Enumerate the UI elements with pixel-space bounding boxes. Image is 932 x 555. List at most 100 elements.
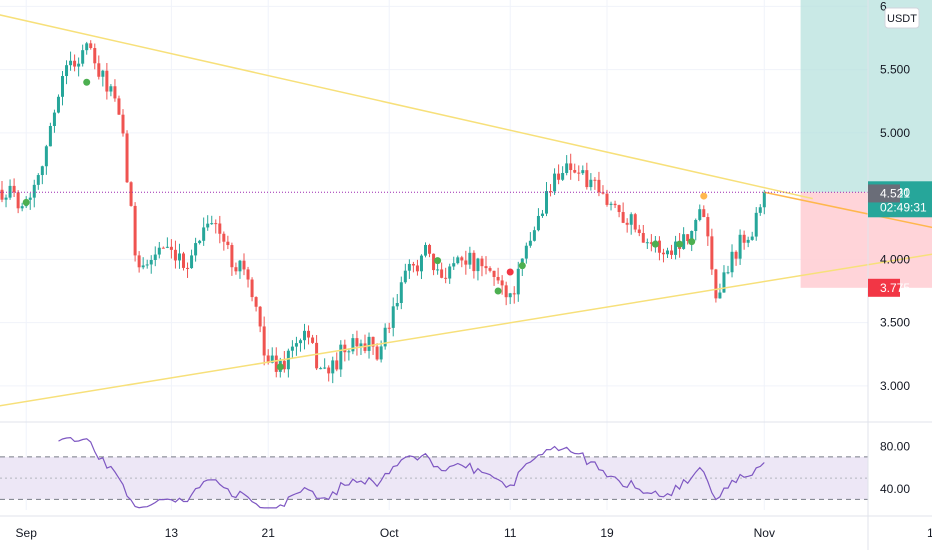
candle-body[interactable]: [407, 263, 411, 271]
candle-body[interactable]: [710, 236, 714, 270]
candle-body[interactable]: [182, 253, 185, 268]
candle-body[interactable]: [218, 223, 222, 234]
candle-body[interactable]: [327, 367, 331, 374]
candle-body[interactable]: [4, 197, 8, 200]
candle-body[interactable]: [617, 205, 621, 213]
candle-body[interactable]: [343, 344, 347, 353]
trendline-2[interactable]: [0, 244, 932, 407]
candle-body[interactable]: [105, 70, 109, 92]
candle-body[interactable]: [230, 245, 234, 268]
candle-body[interactable]: [202, 227, 206, 241]
candle-body[interactable]: [750, 236, 754, 240]
candle-body[interactable]: [190, 255, 194, 269]
candle-body[interactable]: [311, 337, 315, 343]
candle-body[interactable]: [16, 192, 20, 209]
candle-body[interactable]: [625, 222, 629, 225]
trendline-1[interactable]: [0, 13, 813, 200]
target-zone[interactable]: [800, 0, 932, 193]
candle-body[interactable]: [428, 244, 432, 254]
candle-body[interactable]: [666, 250, 669, 255]
candle-body[interactable]: [746, 239, 750, 243]
candle-body[interactable]: [210, 223, 214, 225]
candle-body[interactable]: [569, 163, 573, 171]
candle-body[interactable]: [173, 249, 177, 261]
candle-body[interactable]: [61, 76, 64, 97]
candle-body[interactable]: [601, 192, 605, 194]
candle-body[interactable]: [597, 179, 601, 193]
candle-body[interactable]: [56, 96, 60, 113]
candle-body[interactable]: [339, 344, 343, 370]
candle-body[interactable]: [375, 346, 379, 360]
candle-body[interactable]: [222, 233, 226, 242]
candle-body[interactable]: [298, 340, 302, 344]
candle-body[interactable]: [198, 240, 202, 244]
candle-body[interactable]: [633, 214, 637, 230]
candle-body[interactable]: [157, 247, 161, 255]
candle-body[interactable]: [540, 213, 544, 216]
candle-body[interactable]: [686, 234, 690, 242]
candle-body[interactable]: [504, 285, 508, 298]
candle-body[interactable]: [32, 184, 36, 198]
candle-body[interactable]: [476, 258, 480, 272]
candle-body[interactable]: [593, 179, 597, 181]
candle-body[interactable]: [294, 343, 298, 347]
candle-body[interactable]: [690, 230, 694, 242]
candle-body[interactable]: [28, 197, 32, 200]
candle-body[interactable]: [488, 268, 492, 271]
candle-body[interactable]: [557, 173, 561, 180]
candle-body[interactable]: [432, 253, 436, 271]
candle-body[interactable]: [282, 360, 286, 370]
candle-body[interactable]: [585, 170, 589, 188]
candle-body[interactable]: [549, 191, 553, 193]
candle-body[interactable]: [303, 330, 306, 341]
candle-body[interactable]: [238, 260, 242, 272]
candle-body[interactable]: [452, 263, 456, 267]
candle-body[interactable]: [758, 207, 762, 213]
candle-body[interactable]: [226, 241, 230, 246]
candle-body[interactable]: [532, 230, 536, 241]
candle-body[interactable]: [621, 212, 625, 223]
candle-body[interactable]: [250, 279, 254, 298]
candle-body[interactable]: [355, 338, 359, 347]
candle-body[interactable]: [186, 267, 190, 269]
candle-body[interactable]: [649, 242, 653, 244]
candle-body[interactable]: [734, 251, 738, 259]
candle-body[interactable]: [206, 223, 210, 228]
candle-body[interactable]: [702, 209, 706, 218]
candle-body[interactable]: [242, 260, 246, 270]
candle-body[interactable]: [641, 232, 645, 243]
candle-body[interactable]: [492, 270, 496, 277]
candle-body[interactable]: [726, 272, 730, 274]
candle-body[interactable]: [536, 215, 540, 231]
candle-body[interactable]: [44, 146, 48, 167]
candle-body[interactable]: [730, 251, 734, 273]
candle-body[interactable]: [65, 65, 69, 77]
candle-body[interactable]: [36, 175, 40, 185]
candle-body[interactable]: [270, 355, 274, 363]
candle-body[interactable]: [722, 272, 726, 293]
candle-body[interactable]: [8, 185, 12, 198]
candle-body[interactable]: [52, 112, 56, 126]
candle-body[interactable]: [254, 297, 258, 307]
candle-body[interactable]: [85, 43, 89, 51]
candle-body[interactable]: [480, 258, 484, 267]
candle-body[interactable]: [573, 170, 577, 173]
candle-body[interactable]: [363, 343, 367, 351]
candle-body[interactable]: [456, 257, 460, 264]
candle-body[interactable]: [371, 336, 375, 347]
candle-body[interactable]: [436, 269, 440, 271]
candle-body[interactable]: [706, 217, 710, 237]
candle-body[interactable]: [262, 326, 266, 356]
candle-body[interactable]: [290, 346, 294, 351]
candle-body[interactable]: [307, 330, 311, 338]
candle-body[interactable]: [117, 98, 121, 115]
candle-body[interactable]: [121, 114, 125, 134]
candle-body[interactable]: [553, 173, 557, 192]
candle-body[interactable]: [500, 280, 504, 286]
candle-body[interactable]: [496, 276, 500, 281]
candle-body[interactable]: [424, 244, 427, 256]
candle-body[interactable]: [12, 185, 16, 193]
candle-body[interactable]: [694, 219, 698, 231]
candle-body[interactable]: [335, 360, 339, 370]
